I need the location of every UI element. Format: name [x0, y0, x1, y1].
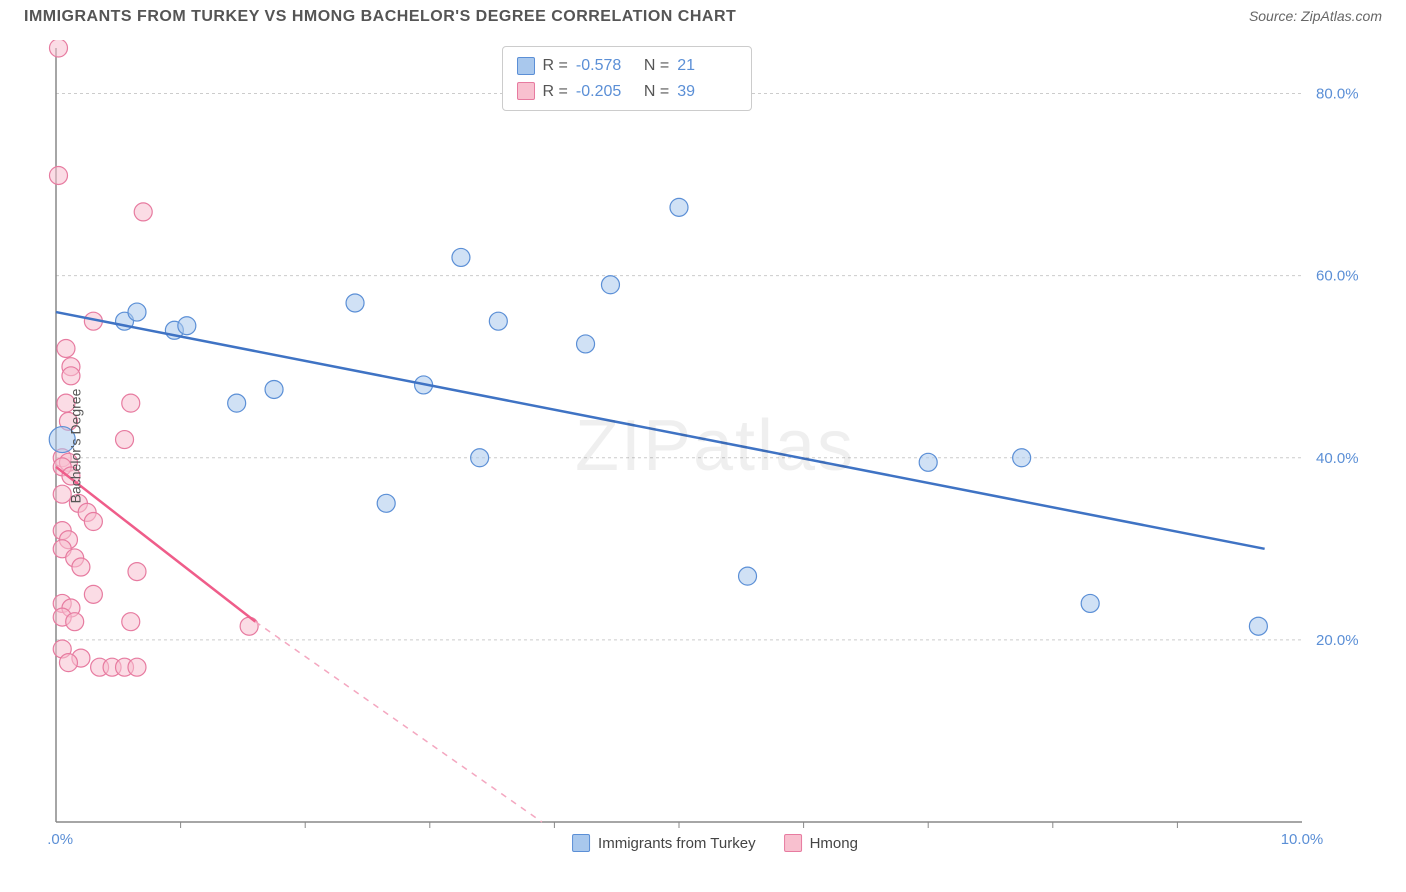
data-point-hmong — [62, 367, 80, 385]
data-point-hmong — [134, 203, 152, 221]
data-point-turkey — [1081, 594, 1099, 612]
header: IMMIGRANTS FROM TURKEY VS HMONG BACHELOR… — [0, 0, 1406, 30]
n-value-hmong: 39 — [677, 79, 737, 105]
bottom-legend: Immigrants from Turkey Hmong — [572, 834, 858, 852]
legend-label-turkey: Immigrants from Turkey — [598, 835, 756, 852]
data-point-turkey — [919, 453, 937, 471]
source-attribution: Source: ZipAtlas.com — [1249, 8, 1382, 24]
r-label: R = — [543, 79, 568, 105]
chart-area: Bachelor's Degree ZIPatlas 0.0%10.0%20.0… — [48, 40, 1382, 852]
data-point-turkey — [1013, 449, 1031, 467]
data-point-turkey — [739, 567, 757, 585]
data-point-turkey — [377, 494, 395, 512]
legend-item-hmong: Hmong — [784, 834, 858, 852]
data-point-hmong — [122, 394, 140, 412]
source-prefix: Source: — [1249, 8, 1301, 24]
data-point-turkey — [471, 449, 489, 467]
stats-row-hmong: R = -0.205 N = 39 — [517, 79, 738, 105]
y-tick-label: 60.0% — [1316, 268, 1359, 285]
n-label: N = — [644, 53, 669, 79]
y-tick-label: 20.0% — [1316, 632, 1359, 649]
data-point-turkey — [346, 294, 364, 312]
swatch-blue-icon — [572, 834, 590, 852]
data-point-hmong — [122, 613, 140, 631]
data-point-turkey — [489, 312, 507, 330]
r-value-hmong: -0.205 — [576, 79, 636, 105]
trend-line-hmong-extrapolated — [255, 622, 542, 822]
data-point-hmong — [49, 40, 67, 57]
r-value-turkey: -0.578 — [576, 53, 636, 79]
stats-legend: R = -0.578 N = 21 R = -0.205 N = 39 — [502, 46, 753, 111]
legend-item-turkey: Immigrants from Turkey — [572, 834, 756, 852]
data-point-turkey — [265, 380, 283, 398]
legend-label-hmong: Hmong — [810, 835, 858, 852]
data-point-turkey — [670, 198, 688, 216]
r-label: R = — [543, 53, 568, 79]
swatch-pink-icon — [517, 82, 535, 100]
data-point-hmong — [84, 585, 102, 603]
y-tick-label: 40.0% — [1316, 450, 1359, 467]
source-name: ZipAtlas.com — [1301, 8, 1382, 24]
data-point-hmong — [128, 658, 146, 676]
data-point-hmong — [240, 617, 258, 635]
data-point-hmong — [84, 513, 102, 531]
x-tick-label: 0.0% — [48, 831, 73, 848]
y-tick-label: 80.0% — [1316, 86, 1359, 103]
data-point-hmong — [72, 558, 90, 576]
data-point-hmong — [57, 339, 75, 357]
n-label: N = — [644, 79, 669, 105]
data-point-hmong — [49, 166, 67, 184]
n-value-turkey: 21 — [677, 53, 737, 79]
data-point-turkey — [601, 276, 619, 294]
data-point-turkey — [577, 335, 595, 353]
swatch-blue-icon — [517, 57, 535, 75]
data-point-hmong — [128, 563, 146, 581]
data-point-turkey — [1249, 617, 1267, 635]
trend-line-turkey — [56, 312, 1265, 549]
data-point-hmong — [59, 654, 77, 672]
data-point-turkey — [452, 248, 470, 266]
data-point-hmong — [116, 431, 134, 449]
x-tick-label: 10.0% — [1281, 831, 1324, 848]
stats-row-turkey: R = -0.578 N = 21 — [517, 53, 738, 79]
data-point-turkey — [128, 303, 146, 321]
chart-title: IMMIGRANTS FROM TURKEY VS HMONG BACHELOR… — [24, 8, 736, 26]
y-axis-label: Bachelor's Degree — [67, 389, 83, 504]
swatch-pink-icon — [784, 834, 802, 852]
data-point-turkey — [228, 394, 246, 412]
data-point-turkey — [178, 317, 196, 335]
scatter-chart-svg: 0.0% 10.0% 20.0% 40.0% 60.0% 80.0% — [48, 40, 1382, 852]
data-point-hmong — [66, 613, 84, 631]
